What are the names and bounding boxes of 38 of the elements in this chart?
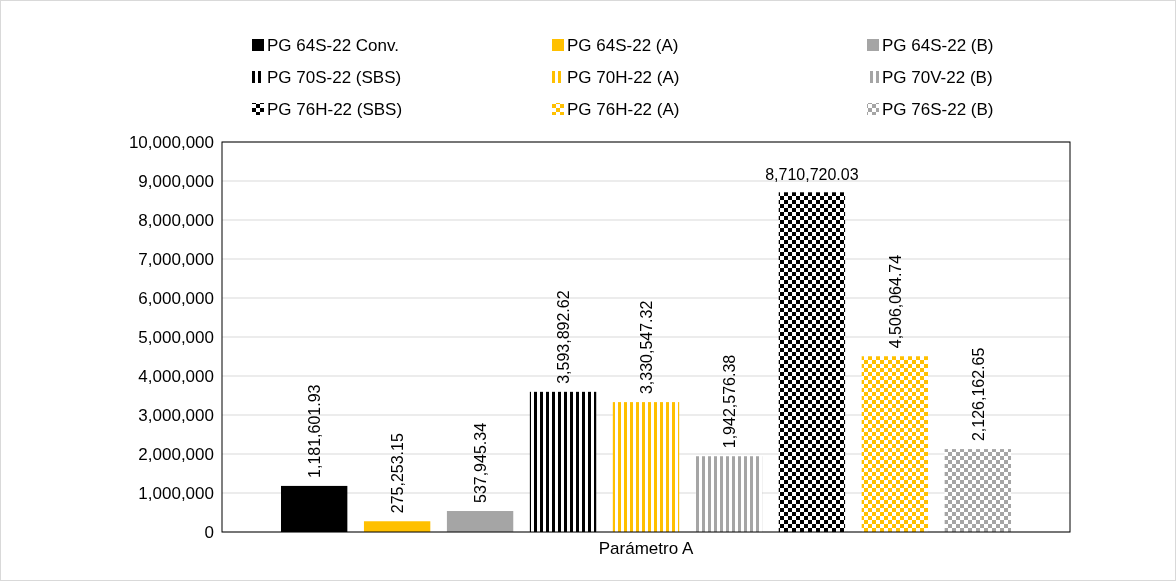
x-tick-label: Parámetro A [598, 539, 694, 558]
legend-label: PG 76H-22 (A) [567, 99, 680, 119]
y-tick-label: 7,000,000 [138, 249, 214, 269]
bar [363, 521, 431, 532]
bar [529, 391, 597, 532]
y-tick-label: 6,000,000 [138, 288, 214, 308]
y-tick-label: 0 [204, 522, 214, 542]
bar [612, 402, 680, 532]
data-label: 4,506,064.74 [886, 254, 904, 349]
bar [695, 456, 763, 532]
legend-label: PG 70S-22 (SBS) [267, 67, 402, 87]
y-tick-label: 5,000,000 [138, 327, 214, 347]
y-tick-label: 2,000,000 [138, 444, 214, 464]
y-tick-label: 4,000,000 [138, 366, 214, 386]
y-tick-label: 10,000,000 [128, 132, 214, 152]
legend-label: PG 64S-22 (B) [882, 35, 994, 55]
legend-label: PG 76H-22 (SBS) [267, 99, 403, 119]
data-label: 275,253.15 [389, 433, 407, 514]
bar [778, 192, 846, 532]
data-label: 537,945.34 [472, 422, 490, 504]
data-label: 3,330,547.32 [638, 300, 655, 395]
data-label: 1,181,601.93 [306, 384, 324, 478]
bar [944, 449, 1012, 532]
legend-label: PG 70V-22 (B) [882, 67, 993, 87]
y-tick-label: 9,000,000 [138, 171, 214, 191]
y-tick-label: 3,000,000 [138, 405, 214, 425]
data-label: 2,126,162.65 [969, 347, 987, 442]
legend-label: PG 64S-22 Conv. [267, 35, 399, 55]
legend-label: PG 70H-22 (A) [567, 67, 680, 87]
y-tick-label: 8,000,000 [138, 210, 214, 230]
bar [861, 356, 929, 532]
y-tick-label: 1,000,000 [138, 483, 214, 503]
bar [446, 511, 514, 532]
data-label: 3,593,892.62 [555, 290, 573, 384]
legend-label: PG 76S-22 (B) [882, 99, 994, 119]
data-label: 8,710,720.03 [765, 166, 859, 184]
legend-label: PG 64S-22 (A) [567, 35, 679, 55]
data-label: 1,942,576.38 [720, 354, 738, 449]
